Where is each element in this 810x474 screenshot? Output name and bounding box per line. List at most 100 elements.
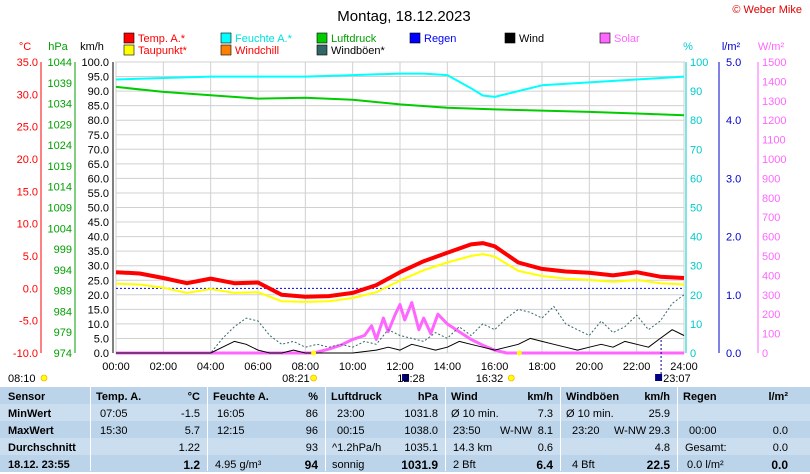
max-gust-direction: W-NW <box>614 425 647 437</box>
legend-swatch <box>599 32 611 44</box>
legend-swatch <box>504 32 516 44</box>
header-temp-unit: °C <box>187 391 200 403</box>
x-axis-tick: 18:00 <box>528 361 556 373</box>
header-humidity-unit: % <box>308 391 318 403</box>
series-solar <box>116 301 684 355</box>
axis-unit-humidity: % <box>683 41 693 53</box>
x-axis-tick: 02:00 <box>150 361 178 373</box>
moon-icon <box>655 374 663 381</box>
max-pressure-time: 00:15 <box>337 425 365 437</box>
x-axis-tick: 16:00 <box>481 361 509 373</box>
legend-label: Taupunkt* <box>138 45 188 57</box>
axis-unit-wind: km/h <box>80 41 104 53</box>
x-axis-tick: 12:00 <box>386 361 414 373</box>
legend-label: Feuchte A.* <box>235 33 293 45</box>
series-feuchte-a <box>115 72 685 98</box>
wind-axis-tick: 50.0 <box>88 203 109 215</box>
x-axis-tick: 10:00 <box>339 361 367 373</box>
pressure-axis-tick: 999 <box>54 244 72 256</box>
legend-label: Luftdruck <box>331 33 377 45</box>
humidity-axis-tick: 70 <box>690 144 702 156</box>
x-axis-tick: 14:00 <box>434 361 462 373</box>
current-gust-beaufort: 4 Bft <box>572 459 595 471</box>
pressure-axis-tick: 974 <box>54 348 72 360</box>
max-wind-value: 8.1 <box>537 425 553 437</box>
header-humidity: Feuchte A. <box>213 391 269 403</box>
max-gust-time: 23:20 <box>572 425 600 437</box>
avg-rain-label: Gesamt: <box>685 442 727 454</box>
legend-swatch <box>316 44 328 56</box>
avg-humidity-value: 93 <box>305 442 318 454</box>
avg-gust-value: 4.8 <box>654 442 670 454</box>
pressure-axis-tick: 1014 <box>48 182 72 194</box>
x-axis-tick: 24:00 <box>670 361 698 373</box>
header-temp: Temp. A. <box>96 391 142 403</box>
temp-axis-tick: 30.0 <box>17 89 38 101</box>
pressure-axis-tick: 1024 <box>48 140 72 152</box>
solar-axis-tick: 1100 <box>762 135 786 147</box>
row-label-min: MinWert <box>8 408 52 420</box>
solar-axis-tick: 1000 <box>762 154 786 166</box>
humidity-axis-tick: 50 <box>690 203 702 215</box>
rain-axis-tick: 5.0 <box>726 57 741 69</box>
header-gust: Windböen <box>566 391 620 403</box>
series-luftdruck <box>115 85 685 117</box>
min-temp-value: -1.5 <box>181 408 200 420</box>
legend-label: Windböen* <box>331 45 386 57</box>
avg-pressure-trend: ^1.2hPa/h <box>332 442 382 454</box>
pressure-axis-tick: 1009 <box>48 203 72 215</box>
current-temp-value: 1.2 <box>183 458 200 472</box>
avg-wind-value: 0.6 <box>537 442 553 454</box>
stats-table: Sensor Temp. A. °C Feuchte A. % Luftdruc… <box>0 387 810 472</box>
temp-axis-tick: 25.0 <box>17 122 38 134</box>
wind-axis-tick: 25.0 <box>88 275 109 287</box>
legend: Temp. A.* Feuchte A.* Luftdruck Regen Wind So… <box>123 32 640 57</box>
series-windb-en <box>116 294 685 354</box>
chart-series <box>115 72 685 355</box>
header-rain-unit: l/m² <box>768 391 788 403</box>
humidity-axis-tick: 60 <box>690 173 702 185</box>
min-wind-value: 7.3 <box>537 408 553 420</box>
solar-axis-tick: 600 <box>762 232 780 244</box>
x-axis-tick: 00:00 <box>102 361 130 373</box>
pressure-axis-tick: 1029 <box>48 119 72 131</box>
temp-axis-tick: 35.0 <box>17 57 38 69</box>
sun-icon <box>40 374 48 382</box>
current-humidity-absolute: 4.95 g/m³ <box>215 459 262 471</box>
current-humidity-value: 94 <box>304 458 318 472</box>
current-pressure-forecast: sonnig <box>332 459 365 471</box>
sunrise-left-time: 08:10 <box>8 373 36 385</box>
copyright: © Weber Mike <box>732 4 802 16</box>
legend-swatch <box>220 44 232 56</box>
wind-axis-tick: 80.0 <box>88 115 109 127</box>
wind-axis-tick: 100.0 <box>81 57 109 69</box>
moon-time: 23:07 <box>663 373 691 385</box>
rain-axis-tick: 3.0 <box>726 173 741 185</box>
wind-axis-tick: 40.0 <box>88 232 109 244</box>
max-pressure-value: 1038.0 <box>404 425 438 437</box>
x-axis-tick: 04:00 <box>197 361 225 373</box>
wind-axis-tick: 70.0 <box>88 144 109 156</box>
wind-axis-tick: 45.0 <box>88 217 109 229</box>
rain-axis-tick: 2.0 <box>726 232 741 244</box>
min-humidity-value: 86 <box>305 408 318 420</box>
max-rain-time: 00:00 <box>689 425 717 437</box>
solar-axis-tick: 800 <box>762 193 780 205</box>
wind-axis-tick: 30.0 <box>88 261 109 273</box>
x-axis-tick: 20:00 <box>576 361 604 373</box>
min-pressure-time: 23:00 <box>337 408 365 420</box>
avg-pressure-value: 1035.1 <box>404 442 438 454</box>
wind-axis-tick: 35.0 <box>88 246 109 258</box>
current-gust-value: 22.5 <box>646 458 670 472</box>
max-wind-time: 23:50 <box>453 425 481 437</box>
solar-axis-tick: 400 <box>762 270 780 282</box>
humidity-axis-tick: 40 <box>690 232 702 244</box>
sunset-icon <box>507 374 515 382</box>
legend-swatch <box>409 32 421 44</box>
pressure-axis-tick: 979 <box>54 327 72 339</box>
humidity-axis-tick: 80 <box>690 115 702 127</box>
legend-swatch <box>220 32 232 44</box>
header-rain: Regen <box>683 391 717 403</box>
x-axis-tick: 08:00 <box>292 361 320 373</box>
header-wind-unit: km/h <box>527 391 553 403</box>
